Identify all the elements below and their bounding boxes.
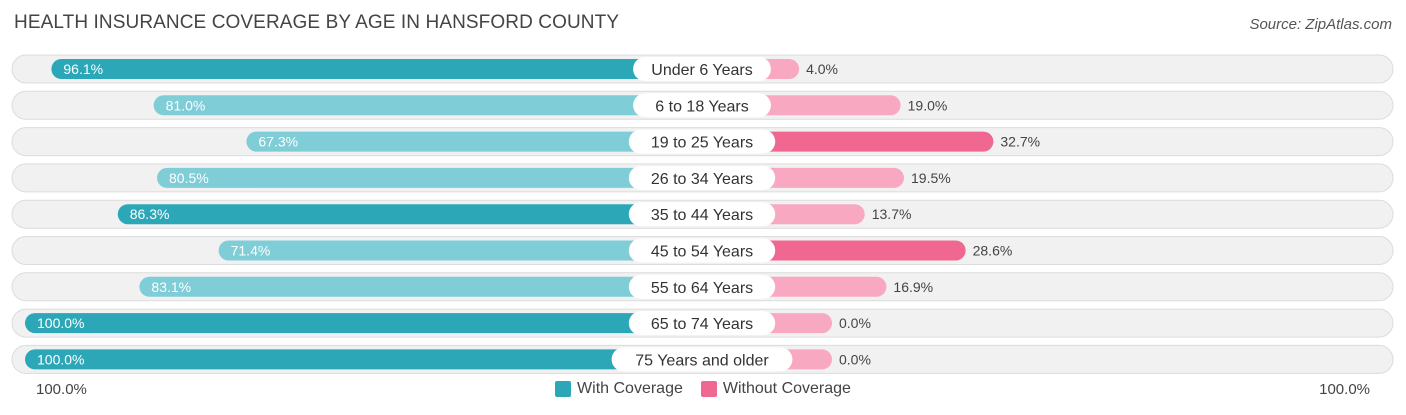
source-credit: Source: ZipAtlas.com <box>1249 16 1392 33</box>
value-label-without-coverage: 19.5% <box>911 170 951 186</box>
bar-with-coverage <box>51 59 702 79</box>
category-label-pill <box>628 129 776 154</box>
value-label-with-coverage: 71.4% <box>231 243 271 259</box>
category-label: Under 6 Years <box>651 62 752 79</box>
axis-right-label: 100.0% <box>1319 381 1370 398</box>
category-label-pill <box>633 93 771 118</box>
value-label-without-coverage: 0.0% <box>839 315 871 331</box>
category-label-pill <box>611 347 793 372</box>
bar-with-coverage <box>157 167 702 188</box>
legend-swatch-with-coverage <box>555 381 572 397</box>
category-label-pill <box>628 274 776 299</box>
value-label-with-coverage: 86.3% <box>130 206 170 222</box>
legend-label-with-coverage: With Coverage <box>577 380 683 397</box>
value-label-with-coverage: 81.0% <box>166 97 206 113</box>
bar-with-coverage <box>153 95 702 116</box>
category-label: 19 to 25 Years <box>651 135 753 152</box>
category-label: 55 to 64 Years <box>651 280 753 297</box>
category-label: 6 to 18 Years <box>655 98 748 115</box>
category-label: 35 to 44 Years <box>651 207 753 224</box>
value-label-with-coverage: 100.0% <box>37 351 84 367</box>
bar-with-coverage <box>139 276 703 297</box>
value-label-with-coverage: 83.1% <box>151 279 191 295</box>
value-label-without-coverage: 13.7% <box>872 206 912 222</box>
category-label-pill <box>628 202 776 227</box>
bar-with-coverage <box>218 240 702 261</box>
value-label-without-coverage: 32.7% <box>1000 134 1040 150</box>
category-label: 26 to 34 Years <box>651 171 753 188</box>
value-label-without-coverage: 28.6% <box>973 243 1013 259</box>
legend-label-without-coverage: Without Coverage <box>722 380 851 397</box>
category-label-pill <box>633 57 771 81</box>
category-label: 65 to 74 Years <box>651 316 753 333</box>
legend-item-with-coverage[interactable]: With Coverage <box>555 380 683 398</box>
value-label-with-coverage: 100.0% <box>37 315 84 331</box>
category-label: 75 Years and older <box>635 352 769 369</box>
category-label: 45 to 54 Years <box>651 244 753 261</box>
bar-with-coverage <box>25 313 702 334</box>
value-label-without-coverage: 4.0% <box>806 61 838 77</box>
value-label-with-coverage: 80.5% <box>169 170 209 186</box>
legend-item-without-coverage[interactable]: Without Coverage <box>700 380 851 398</box>
category-label-pill <box>628 238 776 263</box>
bar-with-coverage <box>25 349 702 370</box>
category-label-pill <box>628 311 776 336</box>
axis-left-label: 100.0% <box>36 381 87 398</box>
chart-svg: 96.1% 4.0% Under 6 Years 81.0% 19.0% 6 to 18 … <box>11 54 1394 374</box>
legend-swatch-without-coverage <box>700 381 717 397</box>
bar-with-coverage <box>117 204 702 225</box>
value-label-without-coverage: 0.0% <box>839 351 871 367</box>
value-label-without-coverage: 16.9% <box>893 279 933 295</box>
legend: With Coverage Without Coverage <box>0 380 1406 398</box>
bar-with-coverage <box>246 131 702 152</box>
value-label-with-coverage: 67.3% <box>258 134 298 150</box>
category-label-pill <box>628 165 776 190</box>
chart-title: HEALTH INSURANCE COVERAGE BY AGE IN HANS… <box>14 12 620 33</box>
value-label-without-coverage: 19.0% <box>908 97 948 113</box>
value-label-with-coverage: 96.1% <box>63 61 103 77</box>
